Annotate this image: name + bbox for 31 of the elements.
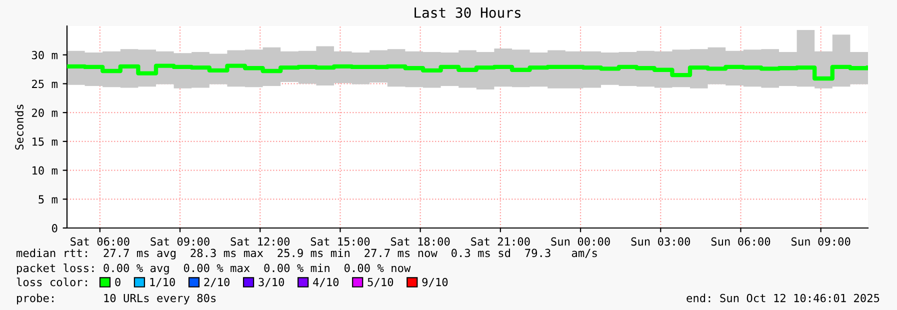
x-tick-label: Sat 06:00 bbox=[70, 237, 130, 246]
y-tick-label: 0 bbox=[52, 224, 58, 232]
text: end: Sun Oct 12 10:46:01 2025 bbox=[686, 294, 880, 302]
x-tick-label: Sat 15:00 bbox=[310, 237, 370, 246]
chart-title: Last 30 Hours bbox=[414, 7, 520, 18]
x-tick-label: Sun 03:00 bbox=[631, 237, 690, 246]
legend-label: 1/10 bbox=[150, 278, 175, 288]
x-tick-label: Sat 18:00 bbox=[390, 237, 450, 246]
y-tick-label: 10 m bbox=[32, 166, 58, 175]
y-tick-label: 20 m bbox=[32, 108, 58, 117]
x-tick-label: Sat 12:00 bbox=[230, 237, 290, 246]
x-tick-label: Sat 21:00 bbox=[471, 237, 530, 246]
legend-label: 5/10 bbox=[368, 278, 394, 288]
legend-label: 9/10 bbox=[422, 278, 448, 288]
x-tick-label: Sun 09:00 bbox=[791, 237, 850, 246]
legend-label: 4/10 bbox=[313, 278, 339, 288]
y-tick-label: 5 m bbox=[38, 195, 58, 204]
legend-label: 2/10 bbox=[204, 278, 230, 288]
legend-label: 3/10 bbox=[258, 278, 284, 288]
x-tick-label: Sun 06:00 bbox=[711, 237, 770, 246]
y-axis-title: Seconds bbox=[14, 104, 24, 150]
x-tick-label: Sat 09:00 bbox=[150, 237, 210, 246]
y-tick-label: 25 m bbox=[32, 80, 58, 88]
x-tick-label: Sun 00:00 bbox=[551, 237, 610, 246]
legend-label: 0 bbox=[115, 278, 120, 286]
text: packet loss: 0.00 % avg 0.00 % max 0.00 % min 0.00 % now bbox=[17, 264, 411, 274]
legend-title: loss color: bbox=[16, 278, 87, 286]
y-tick-label: 15 m bbox=[32, 138, 58, 146]
y-tick-label: 30 m bbox=[32, 50, 58, 60]
text: probe: 10 URLs every 80s bbox=[17, 294, 216, 304]
text: median rtt: 27.7 ms avg 28.3 ms max 25.9 ms min 27.7 ms now 0.3 ms sd 79.3 am/s bbox=[16, 248, 597, 260]
